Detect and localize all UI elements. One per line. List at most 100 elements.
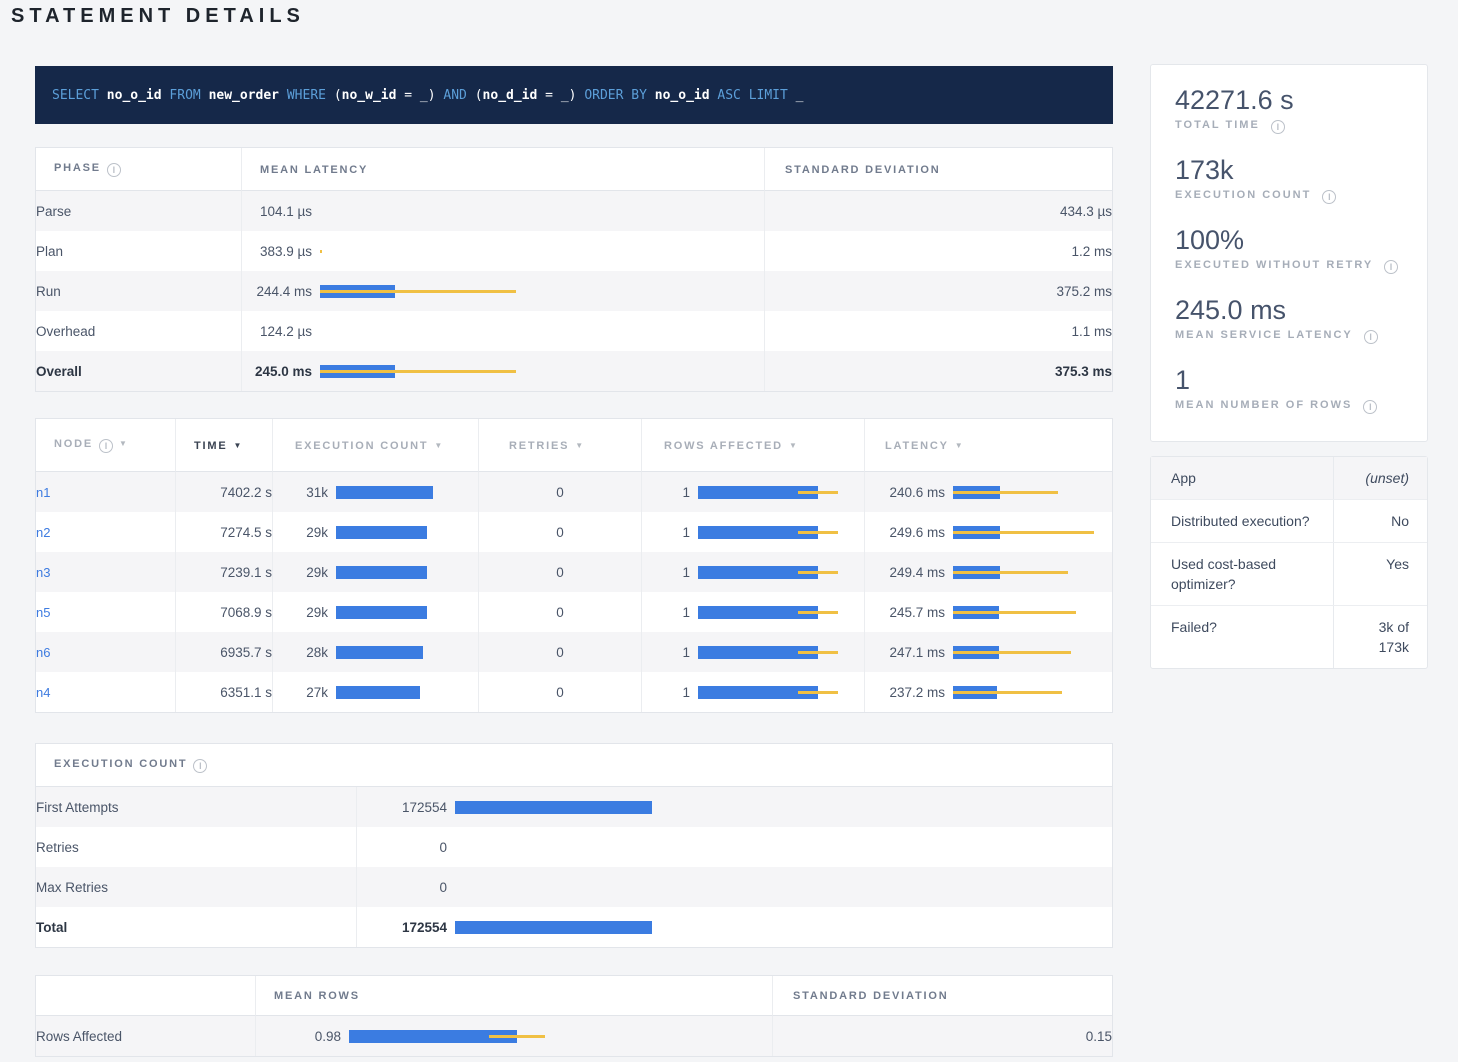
bar-mean bbox=[336, 646, 423, 659]
info-icon[interactable]: i bbox=[1364, 330, 1378, 344]
bar-stddev bbox=[798, 691, 838, 694]
node-latency-value: 245.7 ms bbox=[865, 605, 945, 620]
node-time-value: 7068.9 s bbox=[175, 592, 272, 632]
bar-stddev bbox=[953, 611, 1076, 614]
node-time-value: 6351.1 s bbox=[175, 672, 272, 712]
node-link[interactable]: n6 bbox=[36, 645, 50, 660]
execution-count-row: Total172554 bbox=[36, 907, 1112, 947]
phase-name: Run bbox=[36, 271, 241, 311]
column-header-standard-deviation: STANDARD DEVIATION bbox=[772, 976, 1112, 1016]
node-rows-affected-value: 1 bbox=[642, 485, 690, 500]
bar-stddev bbox=[320, 250, 322, 253]
info-icon[interactable]: i bbox=[193, 759, 207, 773]
latency-bar bbox=[953, 566, 1068, 579]
mean-rows-bar bbox=[349, 1030, 545, 1043]
node-link[interactable]: n2 bbox=[36, 525, 50, 540]
summary-stat-value: 1 bbox=[1175, 365, 1403, 396]
column-header-label: STANDARD DEVIATION bbox=[793, 990, 948, 1002]
node-row: n17402.2 s31k01240.6 ms bbox=[36, 472, 1112, 512]
sort-desc-icon: ▼ bbox=[233, 441, 241, 450]
sql-token-plain: = _) bbox=[396, 88, 443, 103]
rows-affected-table: MEAN ROWS STANDARD DEVIATION Rows Affect… bbox=[35, 975, 1113, 1057]
summary-stats-panel: 42271.6 sTOTAL TIME i173kEXECUTION COUNT… bbox=[1150, 64, 1428, 442]
sql-token-ident: no_w_id bbox=[342, 88, 397, 103]
node-rows-affected-value: 1 bbox=[642, 525, 690, 540]
node-link[interactable]: n4 bbox=[36, 685, 50, 700]
bar-stddev bbox=[798, 491, 838, 494]
node-link[interactable]: n5 bbox=[36, 605, 50, 620]
node-time-value: 7239.1 s bbox=[175, 552, 272, 592]
column-header-rows-affected[interactable]: ROWS AFFECTED ▼ bbox=[641, 419, 864, 472]
phase-row: Overhead124.2 µs1.1 ms bbox=[36, 311, 1112, 351]
column-header-retries[interactable]: RETRIES▼ bbox=[478, 419, 641, 472]
execution-count-value: 0 bbox=[357, 880, 447, 895]
details-row-label: Failed? bbox=[1151, 606, 1333, 669]
info-icon[interactable]: i bbox=[1322, 190, 1336, 204]
node-execution-count-value: 29k bbox=[273, 605, 328, 620]
info-icon[interactable]: i bbox=[1384, 260, 1398, 274]
summary-stat: 42271.6 sTOTAL TIME i bbox=[1175, 85, 1403, 134]
node-row: n46351.1 s27k01237.2 ms bbox=[36, 672, 1112, 712]
statement-details-panel: App(unset)Distributed execution?NoUsed c… bbox=[1150, 456, 1428, 669]
node-rows-affected-value: 1 bbox=[642, 645, 690, 660]
table-title-label: EXECUTION COUNT bbox=[54, 758, 187, 770]
column-header-label: EXECUTION COUNT bbox=[295, 440, 428, 452]
sql-token-ident: no_d_id bbox=[483, 88, 538, 103]
rows-affected-bar bbox=[698, 486, 838, 499]
node-time-value: 7274.5 s bbox=[175, 512, 272, 552]
summary-stat-value: 245.0 ms bbox=[1175, 295, 1403, 326]
bar-stddev bbox=[320, 370, 516, 373]
sort-desc-icon: ▼ bbox=[434, 441, 442, 450]
rows-affected-bar bbox=[698, 606, 838, 619]
phase-row: Parse104.1 µs434.3 µs bbox=[36, 191, 1112, 231]
execution-count-bar bbox=[336, 566, 427, 579]
details-row: Failed?3k of 173k bbox=[1151, 606, 1427, 669]
node-link[interactable]: n1 bbox=[36, 485, 50, 500]
sql-token-plain: ( bbox=[475, 88, 483, 103]
sql-token-keyword: ORDER BY bbox=[584, 88, 654, 103]
column-header-latency[interactable]: LATENCY▼ bbox=[864, 419, 1112, 472]
page-title: STATEMENT DETAILS bbox=[11, 5, 305, 28]
sql-token-keyword: WHERE bbox=[287, 88, 334, 103]
details-row: Distributed execution?No bbox=[1151, 500, 1427, 543]
column-header-label: ROWS AFFECTED bbox=[664, 440, 783, 452]
details-row-value: No bbox=[1333, 500, 1427, 543]
column-header-label: MEAN ROWS bbox=[274, 990, 360, 1002]
info-icon[interactable]: i bbox=[1363, 400, 1377, 414]
rows-affected-row-label: Rows Affected bbox=[36, 1016, 255, 1056]
sort-desc-icon: ▼ bbox=[789, 441, 797, 450]
sql-token-keyword: AND bbox=[443, 88, 474, 103]
phase-row: Run244.4 ms375.2 ms bbox=[36, 271, 1112, 311]
sql-statement-box: SELECT no_o_id FROM new_order WHERE (no_… bbox=[35, 66, 1113, 124]
summary-sidebar: 42271.6 sTOTAL TIME i173kEXECUTION COUNT… bbox=[1150, 64, 1428, 669]
summary-stat: 100%EXECUTED WITHOUT RETRY i bbox=[1175, 225, 1403, 274]
execution-count-bar bbox=[455, 801, 652, 814]
column-header-label: STANDARD DEVIATION bbox=[785, 164, 940, 176]
info-icon[interactable]: i bbox=[99, 439, 113, 453]
bar-mean bbox=[336, 566, 427, 579]
node-row: n57068.9 s29k01245.7 ms bbox=[36, 592, 1112, 632]
execution-count-value: 172554 bbox=[357, 800, 447, 815]
node-execution-count-value: 31k bbox=[273, 485, 328, 500]
standard-deviation-value: 1.1 ms bbox=[764, 311, 1112, 351]
column-header-time[interactable]: TIME▼ bbox=[175, 419, 272, 472]
phase-row: Overall245.0 ms375.3 ms bbox=[36, 351, 1112, 391]
node-row: n66935.7 s28k01247.1 ms bbox=[36, 632, 1112, 672]
bar-mean bbox=[455, 801, 652, 814]
bar-stddev bbox=[953, 651, 1071, 654]
node-execution-count-value: 28k bbox=[273, 645, 328, 660]
info-icon[interactable]: i bbox=[1271, 120, 1285, 134]
column-header-execution-count[interactable]: EXECUTION COUNT ▼ bbox=[272, 419, 478, 472]
column-header-standard-deviation: STANDARD DEVIATION bbox=[764, 148, 1112, 191]
column-header-mean-rows: MEAN ROWS bbox=[255, 976, 772, 1016]
execution-count-row-label: First Attempts bbox=[36, 787, 356, 827]
info-icon[interactable]: i bbox=[107, 163, 121, 177]
column-header-node[interactable]: NODEi▼ bbox=[36, 419, 175, 472]
summary-stat: 1MEAN NUMBER OF ROWS i bbox=[1175, 365, 1403, 414]
node-link[interactable]: n3 bbox=[36, 565, 50, 580]
node-latency-value: 249.6 ms bbox=[865, 525, 945, 540]
node-retries-value: 0 bbox=[478, 672, 641, 712]
latency-bar bbox=[953, 686, 1062, 699]
sql-token-plain: _ bbox=[796, 88, 804, 103]
bar-stddev bbox=[798, 571, 838, 574]
